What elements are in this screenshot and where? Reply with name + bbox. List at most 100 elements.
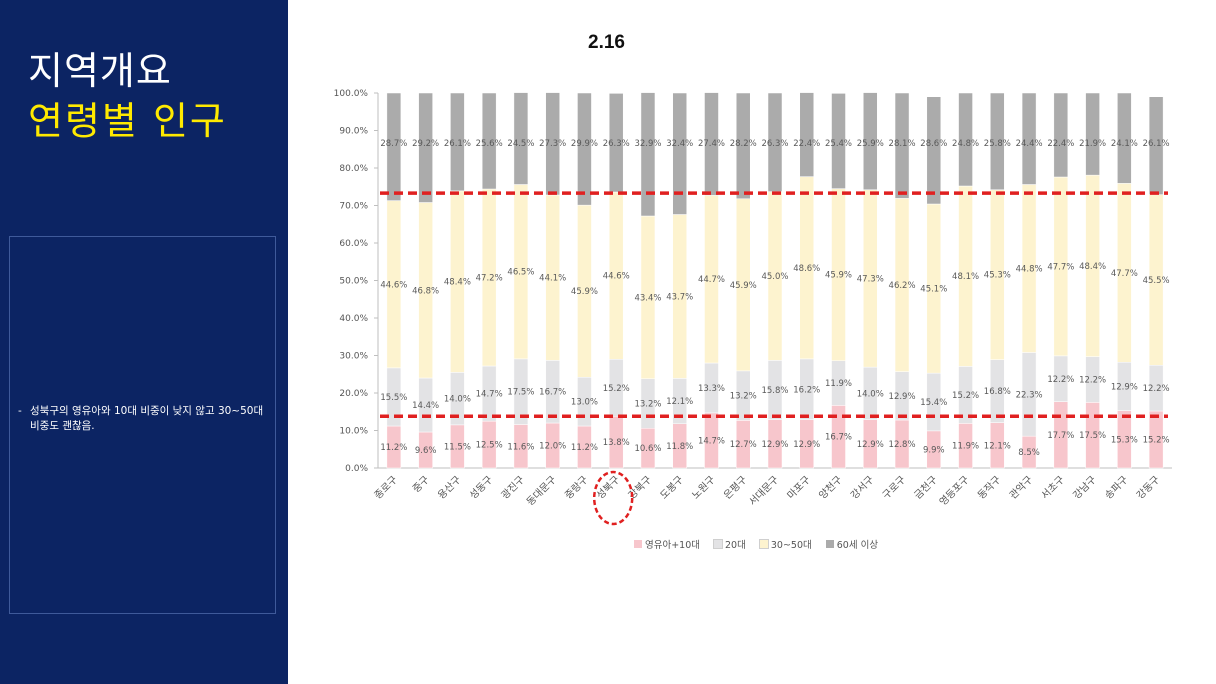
legend-label: 영유아+10대	[645, 540, 701, 551]
data-label: 16.7%	[539, 388, 566, 398]
data-label: 12.5%	[476, 441, 503, 451]
data-label: 46.2%	[889, 281, 916, 291]
bar-segment	[672, 92, 687, 215]
x-tick-label: 금천구	[912, 474, 940, 502]
legend-label: 30~50대	[770, 540, 812, 551]
legend-label: 60세 이상	[836, 540, 879, 551]
data-label: 14.0%	[444, 395, 471, 405]
bar-segment	[735, 92, 751, 199]
legend-label: 20대	[725, 540, 746, 551]
y-tick-label: 50.0%	[339, 277, 368, 287]
data-label: 24.4%	[1016, 139, 1043, 149]
data-label: 11.2%	[380, 443, 407, 453]
bar-segment	[450, 92, 465, 192]
legend-item: 30~50대	[758, 537, 812, 551]
data-label: 12.8%	[889, 440, 916, 450]
data-label: 47.7%	[1111, 269, 1138, 279]
x-tick-label: 성북구	[594, 474, 622, 502]
y-tick-label: 100.0%	[334, 89, 369, 99]
data-label: 46.5%	[507, 268, 534, 278]
x-tick-label: 강남구	[1071, 474, 1099, 502]
x-tick-label: 마포구	[785, 474, 813, 502]
data-label: 12.9%	[889, 392, 916, 402]
data-label: 12.9%	[793, 440, 820, 450]
bar-segment	[926, 96, 942, 205]
x-tick-label: 송파구	[1102, 474, 1130, 502]
x-tick-label: 광진구	[499, 474, 527, 502]
data-label: 9.9%	[923, 445, 945, 455]
y-tick-label: 80.0%	[339, 164, 368, 174]
data-label: 11.9%	[952, 442, 979, 452]
data-label: 15.2%	[603, 384, 630, 394]
data-label: 24.1%	[1111, 139, 1138, 149]
data-label: 48.4%	[1079, 262, 1106, 272]
legend-swatch	[634, 540, 642, 548]
data-label: 17.7%	[1047, 431, 1074, 441]
data-label: 47.3%	[857, 274, 884, 284]
data-label: 9.6%	[415, 446, 437, 456]
data-label: 28.2%	[730, 139, 757, 149]
data-label: 46.8%	[412, 286, 439, 296]
data-label: 25.4%	[825, 139, 852, 149]
data-label: 12.2%	[1079, 376, 1106, 386]
data-label: 44.6%	[603, 272, 630, 282]
data-label: 22.4%	[1047, 139, 1074, 149]
y-tick-label: 0.0%	[345, 464, 368, 474]
data-label: 43.7%	[666, 292, 693, 302]
data-label: 27.3%	[539, 139, 566, 149]
bar-segment	[640, 92, 656, 217]
data-label: 13.2%	[730, 392, 757, 402]
data-label: 48.1%	[952, 272, 979, 282]
bar-segment	[1053, 92, 1069, 178]
data-label: 47.2%	[476, 274, 503, 284]
y-tick-label: 30.0%	[339, 352, 368, 362]
x-tick-label: 성동구	[467, 474, 495, 502]
data-label: 29.2%	[412, 139, 439, 149]
data-label: 13.8%	[603, 438, 630, 448]
x-tick-label: 동작구	[975, 474, 1003, 502]
data-label: 16.8%	[984, 387, 1011, 397]
data-label: 28.1%	[889, 139, 916, 149]
bar-segment	[418, 92, 433, 203]
x-tick-label: 노원구	[690, 474, 718, 502]
data-label: 44.7%	[698, 275, 725, 285]
page-number: 2.16	[588, 32, 625, 53]
data-label: 14.7%	[698, 436, 725, 446]
data-label: 45.3%	[984, 271, 1011, 281]
data-label: 25.8%	[984, 139, 1011, 149]
data-label: 11.8%	[666, 442, 693, 452]
data-label: 17.5%	[1079, 431, 1106, 441]
bar-segment	[481, 92, 497, 190]
data-label: 13.2%	[634, 400, 661, 410]
bar-segment	[513, 92, 529, 185]
x-tick-label: 관악구	[1007, 474, 1035, 502]
data-label: 12.1%	[666, 397, 693, 407]
x-tick-label: 서초구	[1039, 474, 1067, 502]
data-label: 29.9%	[571, 139, 598, 149]
data-label: 24.8%	[952, 139, 979, 149]
data-label: 11.9%	[825, 379, 852, 389]
data-label: 15.5%	[380, 393, 407, 403]
x-tick-label: 중구	[410, 474, 432, 496]
note-box	[9, 236, 276, 614]
slide-subtitle: 연령별 인구	[28, 99, 227, 143]
x-tick-label: 은평구	[721, 474, 749, 502]
note-bullet: - 성북구의 영유아와 10대 비중이 낮지 않고 30~50대 비중도 괜찮음…	[18, 404, 270, 434]
legend-swatch	[758, 539, 769, 549]
y-tick-label: 70.0%	[339, 202, 368, 212]
bar-segment	[608, 93, 624, 193]
legend-item: 60세 이상	[825, 537, 879, 551]
data-label: 25.9%	[857, 139, 884, 149]
y-tick-label: 40.0%	[339, 314, 368, 324]
data-label: 22.4%	[793, 139, 820, 149]
data-label: 48.4%	[444, 278, 471, 288]
data-label: 44.6%	[380, 280, 407, 290]
data-label: 22.3%	[1016, 390, 1043, 400]
data-label: 15.4%	[920, 398, 947, 408]
data-label: 45.9%	[571, 287, 598, 297]
data-label: 45.9%	[730, 281, 757, 291]
x-tick-label: 동대문구	[524, 474, 559, 509]
data-label: 21.9%	[1079, 139, 1106, 149]
data-label: 15.8%	[761, 386, 788, 396]
